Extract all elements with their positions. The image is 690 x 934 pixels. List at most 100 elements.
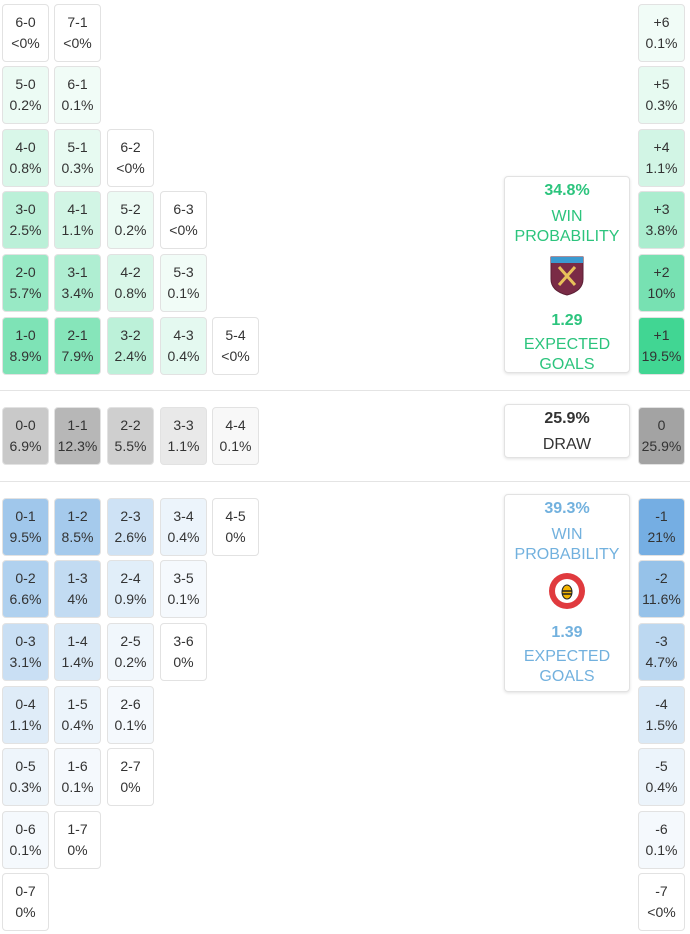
score-cell: 3-4 0.4% bbox=[160, 498, 207, 556]
probability: 2.4% bbox=[114, 348, 147, 364]
score: 5-4 bbox=[225, 327, 246, 343]
probability: 9.5% bbox=[9, 529, 42, 545]
score-cell: 4-0 0.8% bbox=[2, 129, 49, 187]
probability: 2.6% bbox=[114, 529, 147, 545]
score-cell: 4-1 1.1% bbox=[54, 191, 101, 249]
probability: 0.1% bbox=[167, 591, 200, 607]
score-cell: +6 0.1% bbox=[638, 4, 685, 62]
probability: 10% bbox=[647, 285, 676, 301]
score: 6-0 bbox=[15, 14, 36, 30]
score-cell: 0 25.9% bbox=[638, 407, 685, 465]
probability: 1.1% bbox=[167, 438, 200, 454]
score: 6-2 bbox=[120, 139, 141, 155]
score: 3-2 bbox=[120, 327, 141, 343]
score-cell: -1 21% bbox=[638, 498, 685, 556]
score: 0-0 bbox=[15, 417, 36, 433]
probability: 0.4% bbox=[61, 717, 94, 733]
away-card: 39.3% WIN PROBABILITY 1.39 EXPECTED GOAL… bbox=[504, 494, 630, 692]
score: +6 bbox=[653, 14, 670, 30]
probability: 0.1% bbox=[645, 35, 678, 51]
expected-goals: 1.39 bbox=[551, 624, 583, 641]
probability: 0.1% bbox=[9, 842, 42, 858]
draw-card: 25.9% DRAW bbox=[504, 404, 630, 458]
probability: <0% bbox=[116, 160, 145, 176]
probability: 6.6% bbox=[9, 591, 42, 607]
score: 0-2 bbox=[15, 570, 36, 586]
probability: 1.4% bbox=[61, 654, 94, 670]
probability: 0.4% bbox=[167, 348, 200, 364]
score-cell: 2-1 7.9% bbox=[54, 317, 101, 375]
score-cell: 3-0 2.5% bbox=[2, 191, 49, 249]
probability: <0% bbox=[221, 348, 250, 364]
probability: 5.7% bbox=[9, 285, 42, 301]
score-cell: 5-1 0.3% bbox=[54, 129, 101, 187]
probability: <0% bbox=[169, 222, 198, 238]
probability: 0.1% bbox=[645, 842, 678, 858]
score-cell: 3-3 1.1% bbox=[160, 407, 207, 465]
score: 1-1 bbox=[67, 417, 88, 433]
score: 4-2 bbox=[120, 264, 141, 280]
score-cell: -3 4.7% bbox=[638, 623, 685, 681]
probability: 1.1% bbox=[645, 160, 678, 176]
score: 4-5 bbox=[225, 508, 246, 524]
probability: 4.7% bbox=[645, 654, 678, 670]
score-cell: 3-1 3.4% bbox=[54, 254, 101, 312]
score: +1 bbox=[653, 327, 670, 343]
probability: 11.6% bbox=[642, 591, 681, 607]
score: 4-1 bbox=[67, 201, 88, 217]
probability: 0.3% bbox=[645, 97, 678, 113]
score-cell: 2-2 5.5% bbox=[107, 407, 154, 465]
draw-label: DRAW bbox=[542, 436, 592, 453]
win-probability: 39.3% bbox=[544, 500, 590, 517]
score-cell: 0-1 9.5% bbox=[2, 498, 49, 556]
away-crest bbox=[549, 573, 585, 609]
score: 3-1 bbox=[67, 264, 88, 280]
score-cell: 1-0 8.9% bbox=[2, 317, 49, 375]
score-cell: 6-1 0.1% bbox=[54, 66, 101, 124]
separator bbox=[0, 481, 690, 482]
score: 5-2 bbox=[120, 201, 141, 217]
score-cell: 0-6 0.1% bbox=[2, 811, 49, 869]
score-cell: 0-3 3.1% bbox=[2, 623, 49, 681]
probability: 0.2% bbox=[9, 97, 42, 113]
win-label: WIN PROBABILITY bbox=[514, 526, 620, 563]
score: 5-0 bbox=[15, 76, 36, 92]
score-cell: -6 0.1% bbox=[638, 811, 685, 869]
score-cell: 6-0 <0% bbox=[2, 4, 49, 62]
probability: 0% bbox=[225, 529, 246, 545]
separator bbox=[0, 390, 690, 391]
score: 4-3 bbox=[173, 327, 194, 343]
score: 7-1 bbox=[67, 14, 88, 30]
score-cell: 0-0 6.9% bbox=[2, 407, 49, 465]
score: -6 bbox=[655, 821, 668, 837]
probability: 0.2% bbox=[114, 654, 147, 670]
probability: 0% bbox=[15, 904, 36, 920]
score: 2-3 bbox=[120, 508, 141, 524]
score-cell: 4-2 0.8% bbox=[107, 254, 154, 312]
expected-goals: 1.29 bbox=[551, 312, 583, 329]
score-cell: 1-4 1.4% bbox=[54, 623, 101, 681]
score-cell: 1-6 0.1% bbox=[54, 748, 101, 806]
score-cell: 2-4 0.9% bbox=[107, 560, 154, 618]
score: +3 bbox=[653, 201, 670, 217]
score: 4-0 bbox=[15, 139, 36, 155]
probability: 21% bbox=[647, 529, 676, 545]
score: 0-1 bbox=[15, 508, 36, 524]
score: 2-7 bbox=[120, 758, 141, 774]
score-cell: 0-2 6.6% bbox=[2, 560, 49, 618]
score: 2-2 bbox=[120, 417, 141, 433]
probability: 0.1% bbox=[114, 717, 147, 733]
score-cell: -7 <0% bbox=[638, 873, 685, 931]
score-cell: +4 1.1% bbox=[638, 129, 685, 187]
score: 2-5 bbox=[120, 633, 141, 649]
probability: 0.1% bbox=[167, 285, 200, 301]
score-cell: 4-3 0.4% bbox=[160, 317, 207, 375]
score: 6-3 bbox=[173, 201, 194, 217]
score: 0-3 bbox=[15, 633, 36, 649]
score: +5 bbox=[653, 76, 670, 92]
score: -5 bbox=[655, 758, 668, 774]
probability: 19.5% bbox=[641, 348, 682, 364]
probability: <0% bbox=[11, 35, 40, 51]
score: 4-4 bbox=[225, 417, 246, 433]
